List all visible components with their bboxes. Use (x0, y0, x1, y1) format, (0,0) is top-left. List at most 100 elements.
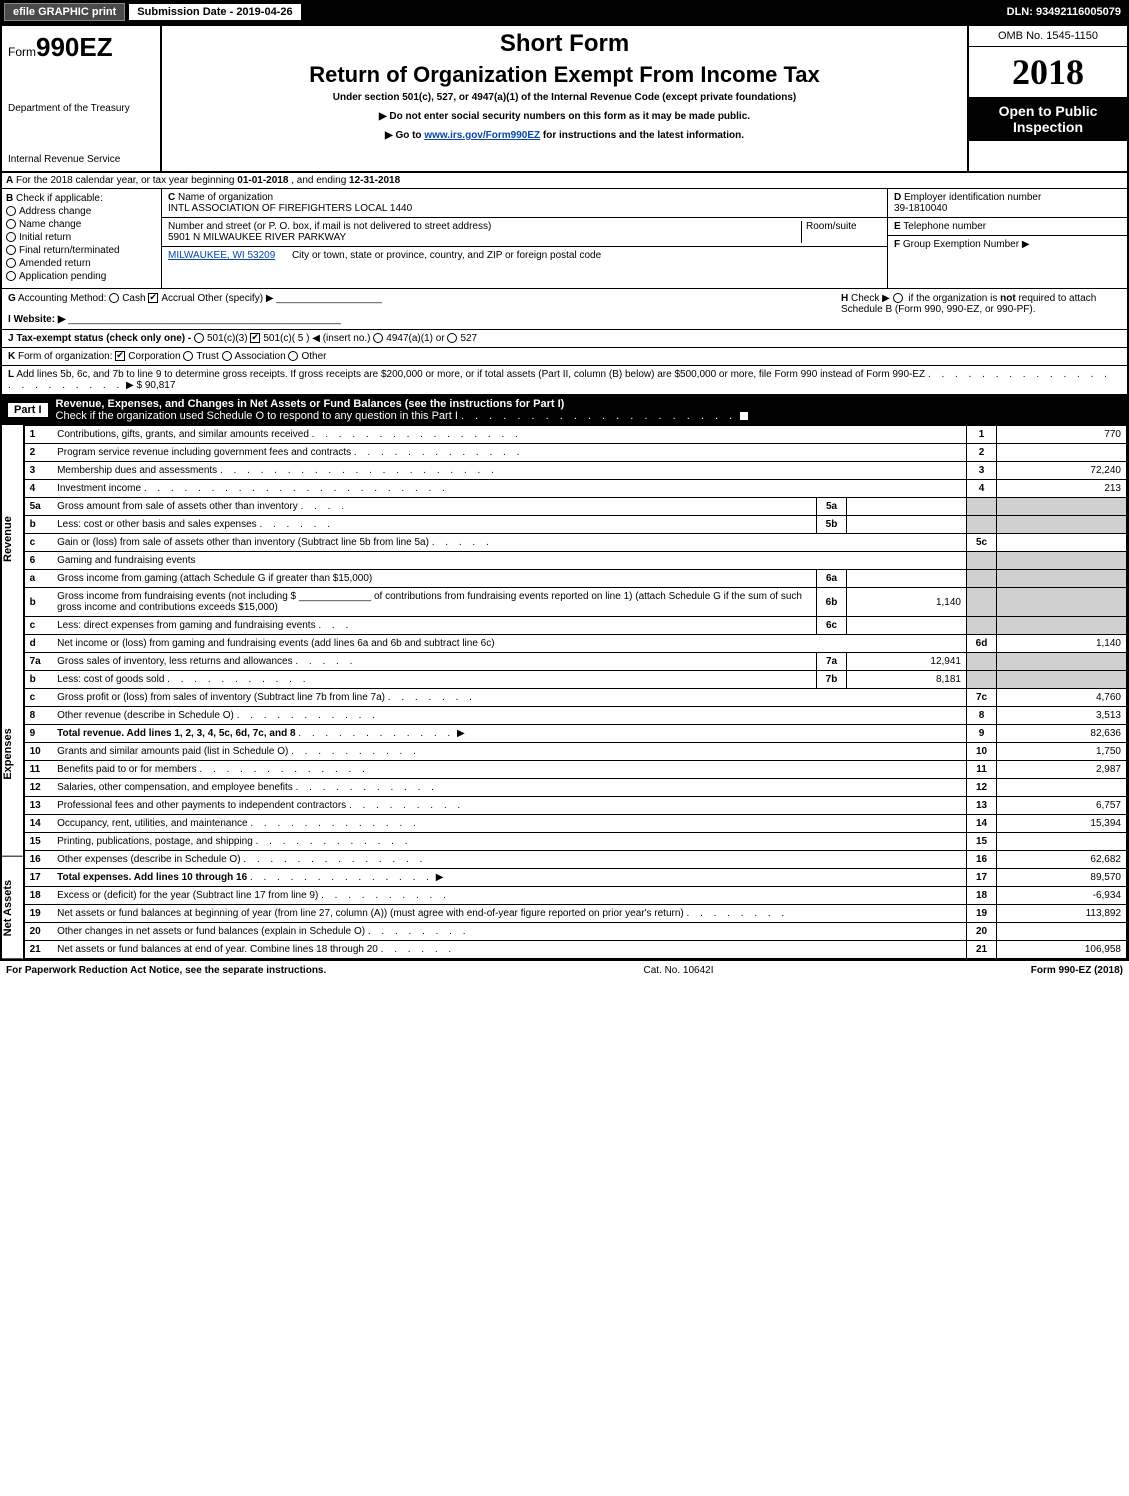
lines-table: 1Contributions, gifts, grants, and simil… (24, 425, 1127, 959)
ein-label: Employer identification number (904, 192, 1041, 203)
l-text: Add lines 5b, 6c, and 7b to line 9 to de… (16, 369, 925, 380)
h-not: not (1000, 293, 1016, 304)
table-row: 13Professional fees and other payments t… (24, 797, 1126, 815)
table-row: 5aGross amount from sale of assets other… (24, 498, 1126, 516)
opt-assoc: Association (235, 351, 286, 362)
form-wrapper: Form990EZ Department of the Treasury Int… (0, 24, 1129, 961)
under-section: Under section 501(c), 527, or 4947(a)(1)… (170, 92, 959, 103)
a-label: A (6, 175, 13, 186)
row-k: K Form of organization: Corporation Trus… (2, 348, 1127, 366)
page-footer: For Paperwork Reduction Act Notice, see … (0, 961, 1129, 980)
table-row: 1Contributions, gifts, grants, and simil… (24, 426, 1126, 444)
part-1-sub: Check if the organization used Schedule … (56, 410, 458, 422)
table-row: bLess: cost of goods sold . . . . . . . … (24, 671, 1126, 689)
short-form-title: Short Form (170, 30, 959, 58)
table-row: 17Total expenses. Add lines 10 through 1… (24, 869, 1126, 887)
street: 5901 N MILWAUKEE RIVER PARKWAY (168, 232, 346, 243)
h-check: Check ▶ (851, 293, 890, 304)
table-row: cGross profit or (loss) from sales of in… (24, 689, 1126, 707)
h-checkbox[interactable] (893, 293, 903, 303)
line-a: A For the 2018 calendar year, or tax yea… (2, 173, 1127, 189)
opt-527: 527 (460, 333, 477, 344)
part-1-title: Revenue, Expenses, and Changes in Net As… (56, 398, 565, 410)
chk-pending[interactable]: Application pending (6, 271, 157, 282)
netassets-section-label: Net Assets (2, 857, 23, 959)
a-begin: 01-01-2018 (237, 175, 288, 186)
l-arrow: ▶ (126, 380, 134, 391)
chk-amended[interactable]: Amended return (6, 258, 157, 269)
open-line1: Open to Public (973, 103, 1123, 119)
opt-corp: Corporation (128, 351, 180, 362)
radio-trust[interactable] (183, 351, 193, 361)
table-row: 6Gaming and fundraising events (24, 552, 1126, 570)
chk-name[interactable]: Name change (6, 219, 157, 230)
table-row: aGross income from gaming (attach Schedu… (24, 570, 1126, 588)
radio-4947[interactable] (373, 333, 383, 343)
table-row: dNet income or (loss) from gaming and fu… (24, 635, 1126, 653)
table-row: 10Grants and similar amounts paid (list … (24, 743, 1126, 761)
radio-527[interactable] (447, 333, 457, 343)
chk-address[interactable]: Address change (6, 206, 157, 217)
l-amount: $ 90,817 (137, 380, 176, 391)
a-text2: , and ending (291, 175, 349, 186)
footer-left: For Paperwork Reduction Act Notice, see … (6, 965, 326, 976)
table-row: 21Net assets or fund balances at end of … (24, 941, 1126, 959)
b-label: B (6, 193, 13, 204)
top-bar: efile GRAPHIC print Submission Date - 20… (0, 0, 1129, 24)
i-label: I (8, 314, 11, 325)
chk-initial[interactable]: Initial return (6, 232, 157, 243)
form-number: 990EZ (36, 32, 113, 62)
radio-accrual[interactable] (148, 293, 158, 303)
opt-501c3: 501(c)(3) (207, 333, 248, 344)
radio-other[interactable] (288, 351, 298, 361)
room-label: Room/suite (806, 221, 857, 232)
k-label: K (8, 351, 15, 362)
open-to-public: Open to Public Inspection (969, 97, 1127, 141)
radio-501c5[interactable] (250, 333, 260, 343)
accrual-label: Accrual (161, 293, 194, 304)
table-row: 20Other changes in net assets or fund ba… (24, 923, 1126, 941)
efile-print-button[interactable]: efile GRAPHIC print (4, 3, 125, 21)
city-link[interactable]: MILWAUKEE, WI 53209 (168, 250, 275, 261)
chk-final[interactable]: Final return/terminated (6, 245, 157, 256)
irs-link[interactable]: www.irs.gov/Form990EZ (424, 130, 540, 141)
footer-form: Form 990-EZ (2018) (1031, 965, 1123, 976)
opt-trust: Trust (196, 351, 218, 362)
l-label: L (8, 369, 14, 380)
part-1-label: Part I (8, 403, 48, 417)
radio-corp[interactable] (115, 351, 125, 361)
j-text: Tax-exempt status (check only one) - (16, 333, 191, 344)
table-row: cLess: direct expenses from gaming and f… (24, 617, 1126, 635)
a-end: 12-31-2018 (349, 175, 400, 186)
g-label: G (8, 293, 16, 304)
grp-arrow: ▶ (1022, 239, 1030, 250)
part-1-header: Part I Revenue, Expenses, and Changes in… (2, 395, 1127, 425)
section-b: B Check if applicable: Address change Na… (2, 189, 1127, 289)
table-row: 14Occupancy, rent, utilities, and mainte… (24, 815, 1126, 833)
opt-4947: 4947(a)(1) or (386, 333, 444, 344)
city-label: City or town, state or province, country… (292, 250, 601, 261)
table-row: 15Printing, publications, postage, and s… (24, 833, 1126, 851)
grp-label: Group Exemption Number (903, 239, 1019, 250)
goto-suffix: for instructions and the latest informat… (540, 130, 744, 141)
goto-link-row: ▶ Go to www.irs.gov/Form990EZ for instru… (170, 130, 959, 141)
radio-501c3[interactable] (194, 333, 204, 343)
dept-treasury: Department of the Treasury (8, 103, 154, 114)
form-prefix: Form (8, 45, 36, 59)
b-check: Check if applicable: (16, 193, 103, 204)
row-j: J Tax-exempt status (check only one) - 5… (2, 330, 1127, 348)
website-label: Website: ▶ (14, 314, 66, 325)
radio-cash[interactable] (109, 293, 119, 303)
do-not-enter: ▶ Do not enter social security numbers o… (170, 111, 959, 122)
table-row: 19Net assets or fund balances at beginni… (24, 905, 1126, 923)
expenses-section-label: Expenses (2, 653, 23, 857)
radio-assoc[interactable] (222, 351, 232, 361)
schedule-o-checkbox[interactable] (739, 411, 749, 421)
table-row: 3Membership dues and assessments . . . .… (24, 462, 1126, 480)
table-row: 18Excess or (deficit) for the year (Subt… (24, 887, 1126, 905)
form-header: Form990EZ Department of the Treasury Int… (2, 26, 1127, 173)
opt-other: Other (301, 351, 326, 362)
goto-prefix: ▶ Go to (385, 130, 424, 141)
table-row: 8Other revenue (describe in Schedule O) … (24, 707, 1126, 725)
table-row: 2Program service revenue including gover… (24, 444, 1126, 462)
